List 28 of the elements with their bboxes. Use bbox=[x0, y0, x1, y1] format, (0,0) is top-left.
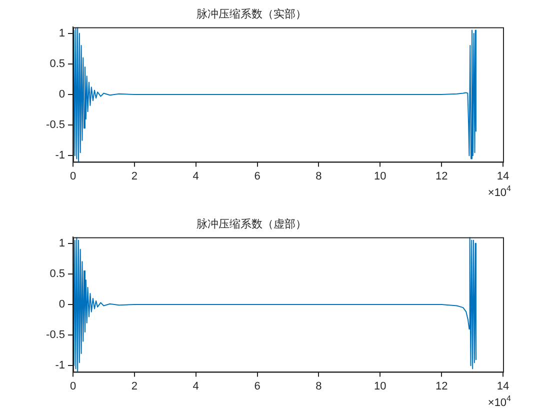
x-tick-label: 6 bbox=[254, 170, 260, 182]
x-tick-label: 0 bbox=[70, 170, 76, 182]
x-tick-label: 2 bbox=[131, 170, 138, 182]
y-tick-label: -1 bbox=[55, 360, 65, 372]
x-tick-label: 6 bbox=[254, 380, 260, 392]
y-tick-label: 0 bbox=[58, 88, 65, 101]
x-tick-label: 8 bbox=[316, 170, 322, 182]
x-tick-label: 14 bbox=[496, 380, 510, 392]
chart-title: 脉冲压缩系数（实部） bbox=[196, 8, 306, 21]
x-tick-label: 0 bbox=[70, 380, 76, 392]
x-tick-label: 10 bbox=[374, 170, 386, 182]
y-tick-label: 0.5 bbox=[50, 268, 65, 280]
y-tick-label: 1 bbox=[58, 237, 65, 250]
chart-title: 脉冲压缩系数（虚部） bbox=[196, 218, 306, 231]
x-tick-label: 2 bbox=[131, 380, 138, 392]
x-tick-label: 4 bbox=[192, 380, 199, 392]
y-tick-label: 0.5 bbox=[50, 58, 65, 70]
x-tick-label: 14 bbox=[496, 170, 510, 182]
y-tick-label: 0 bbox=[58, 298, 65, 311]
y-tick-label: -0.5 bbox=[46, 119, 65, 132]
y-tick-label: -0.5 bbox=[46, 329, 65, 342]
x-tick-label: 12 bbox=[435, 380, 448, 392]
x-tick-label: 4 bbox=[192, 170, 199, 182]
y-tick-label: -1 bbox=[55, 150, 65, 162]
x-tick-label: 10 bbox=[374, 380, 386, 392]
y-tick-label: 1 bbox=[58, 27, 65, 40]
x-tick-label: 12 bbox=[435, 170, 448, 182]
x-tick-label: 8 bbox=[316, 380, 322, 392]
